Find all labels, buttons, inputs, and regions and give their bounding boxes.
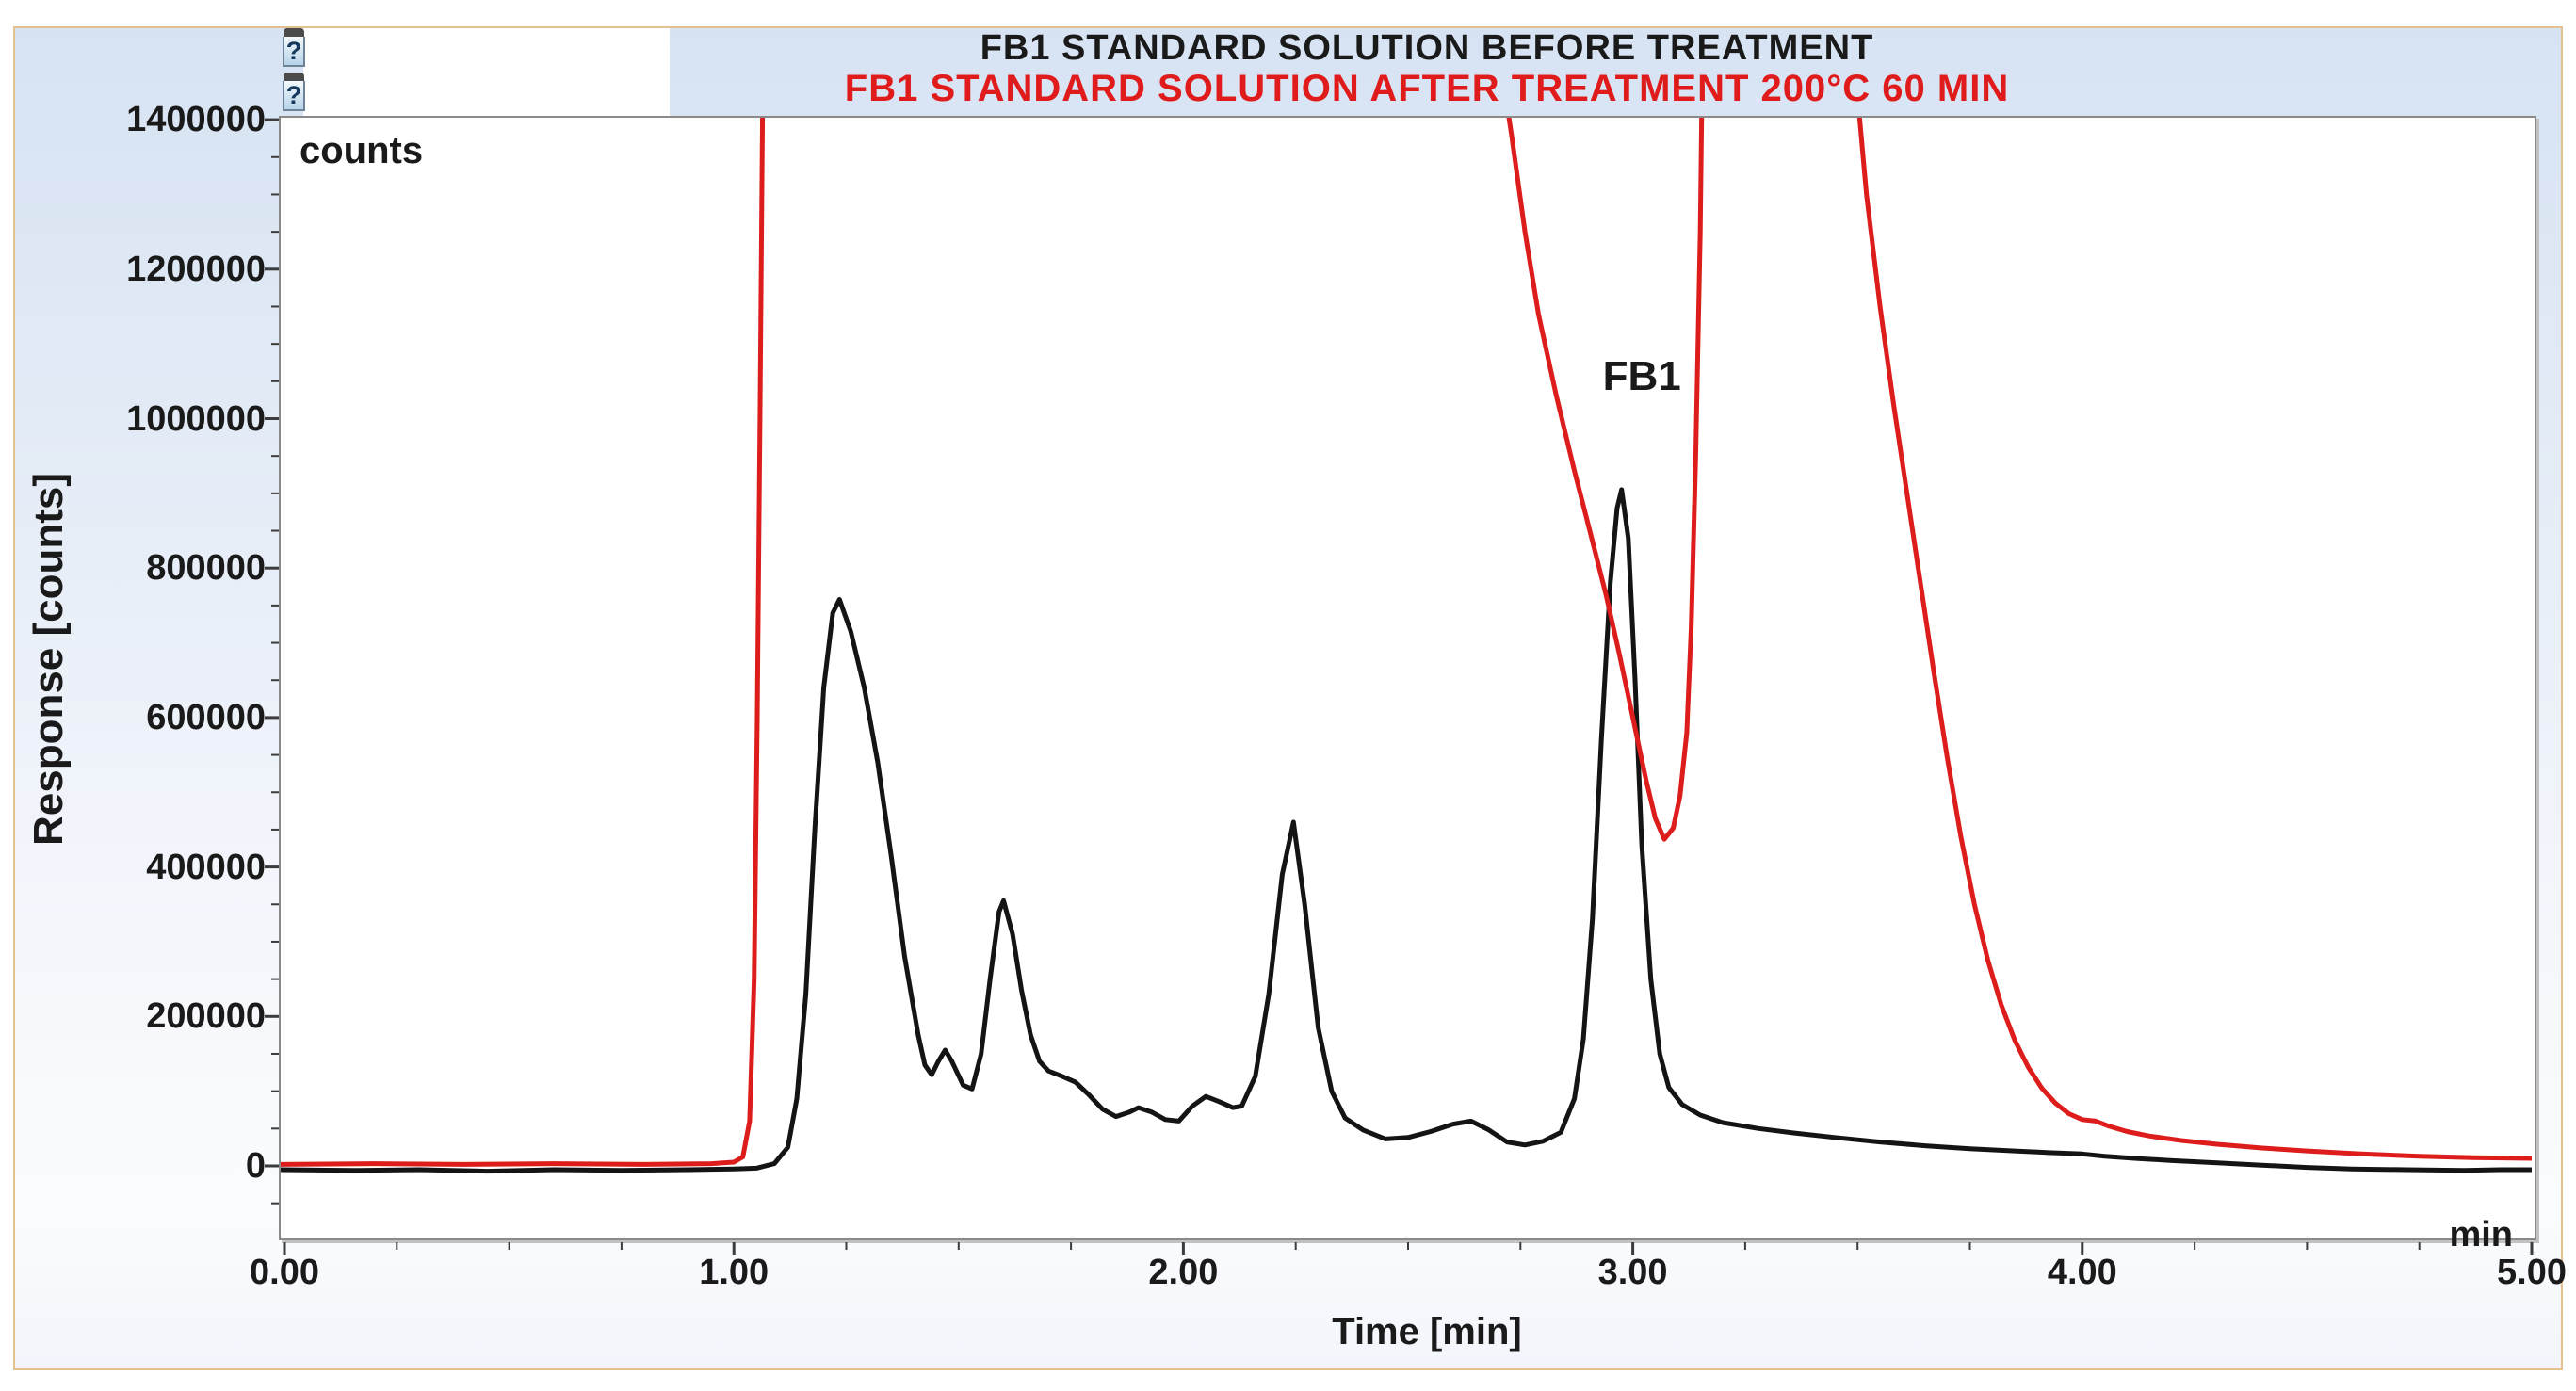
help-icon-cap: [284, 28, 304, 37]
title-before-treatment: FB1 STANDARD SOLUTION BEFORE TREATMENT: [980, 28, 1874, 68]
help-icon[interactable]: ?: [283, 28, 305, 69]
y-tick-label: 1400000: [126, 100, 266, 140]
y-tick-label: 800000: [146, 548, 266, 589]
question-mark-icon: ?: [283, 81, 305, 111]
help-icon[interactable]: ?: [283, 73, 305, 113]
title-after-treatment: FB1 STANDARD SOLUTION AFTER TREATMENT 20…: [844, 68, 2010, 109]
y-tick-label: 1200000: [126, 249, 266, 289]
trace-before-treatment: [281, 487, 2532, 1174]
trace-after-treatment: [281, 118, 2532, 1167]
legend-area: [303, 28, 670, 118]
x-axis-title: Time [min]: [1332, 1311, 1522, 1352]
y-tick-label: 200000: [146, 996, 266, 1037]
plot-area[interactable]: [279, 116, 2536, 1240]
x-tick-label: 1.00: [699, 1253, 770, 1292]
peak-label-fb1: FB1: [1602, 353, 1681, 400]
y-tick-label: 400000: [146, 847, 266, 887]
help-icon-cap: [284, 73, 304, 81]
y-tick-label: 600000: [146, 697, 266, 737]
x-tick-label: 2.00: [1148, 1253, 1219, 1292]
y-unit-label: counts: [300, 130, 424, 171]
x-tick-label: 4.00: [2047, 1253, 2117, 1292]
question-mark-icon: ?: [283, 37, 305, 67]
y-tick-label: 0: [245, 1146, 266, 1186]
x-tick-label: 3.00: [1597, 1253, 1668, 1292]
y-tick-label: 1000000: [126, 398, 266, 439]
x-tick-label: 5.00: [2497, 1253, 2567, 1292]
x-tick-label: 0.00: [250, 1253, 319, 1292]
x-unit-label: min: [2449, 1215, 2513, 1254]
